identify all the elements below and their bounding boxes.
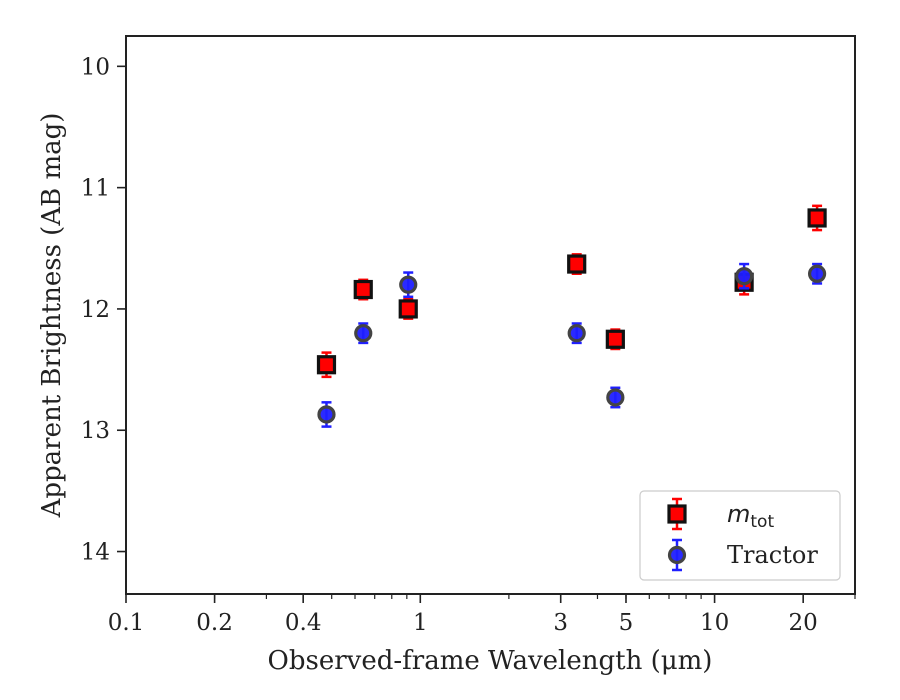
data-points	[316, 204, 827, 428]
x-tick-label: 20	[789, 610, 818, 636]
circle-marker	[317, 405, 336, 424]
y-tick-label: 11	[81, 176, 110, 202]
series-tractor	[317, 262, 827, 428]
y-axis-ticks: 10 11 12 13 14	[81, 54, 126, 566]
y-tick-label: 14	[81, 540, 110, 566]
y-tick-label: 13	[81, 418, 110, 444]
square-marker	[353, 279, 373, 300]
series-m-tot	[316, 204, 827, 379]
x-axis-ticks: 0.1 0.2 0.4 1 3 5 10 20	[108, 594, 856, 636]
y-tick-label: 12	[81, 297, 110, 323]
x-tick-label: 0.4	[285, 610, 322, 636]
square-marker	[398, 299, 418, 319]
legend-label: mtot	[727, 500, 774, 532]
legend-box	[639, 490, 841, 581]
legend: mtot Tractor	[639, 490, 841, 581]
square-marker	[567, 254, 587, 274]
x-tick-label: 3	[553, 610, 568, 636]
circle-marker	[354, 324, 373, 343]
circle-marker	[567, 324, 586, 343]
square-marker	[316, 355, 337, 375]
circle-marker	[606, 388, 625, 407]
y-axis-label: Apparent Brightness (AB mag)	[37, 113, 67, 519]
circle-marker	[399, 275, 418, 294]
x-tick-label: 0.1	[108, 610, 145, 636]
x-axis-label: Observed-frame Wavelength (μm)	[268, 646, 713, 676]
x-tick-label: 5	[619, 610, 634, 636]
legend-label: Tractor	[727, 541, 818, 569]
x-tick-label: 10	[700, 610, 729, 636]
circle-marker	[807, 264, 827, 283]
y-tick-label: 10	[81, 54, 110, 80]
plot-frame	[125, 35, 856, 595]
square-marker	[667, 504, 687, 524]
circle-marker	[667, 545, 687, 565]
square-marker	[605, 329, 625, 349]
x-tick-label: 0.2	[196, 610, 233, 636]
x-tick-label: 1	[413, 610, 428, 636]
square-marker	[807, 208, 827, 228]
circle-marker	[735, 267, 754, 286]
